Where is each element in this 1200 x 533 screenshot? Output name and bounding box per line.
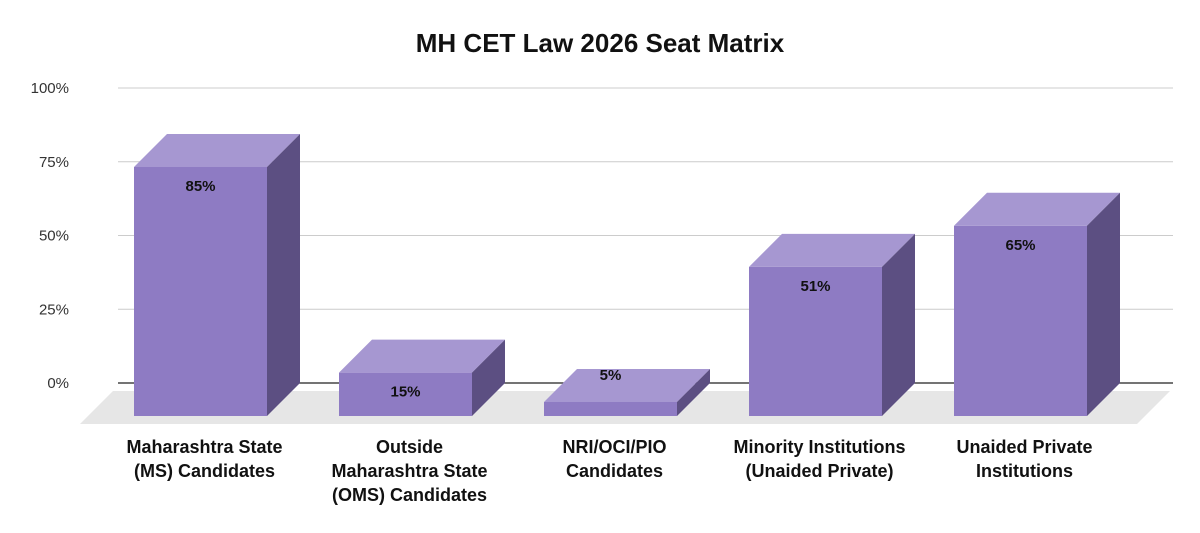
bar-front [749, 266, 882, 416]
x-category-label-line: (MS) Candidates [134, 461, 275, 481]
x-category-label-line: Candidates [566, 461, 663, 481]
bar-front [954, 225, 1087, 416]
y-tick-label: 75% [39, 154, 69, 171]
x-category-label-line: Unaided Private [956, 437, 1092, 457]
bar-top [339, 339, 505, 373]
x-category-label: Maharashtra State (MS) Candidates [126, 437, 282, 481]
bar-front [544, 402, 677, 416]
bar [954, 192, 1120, 416]
data-label: 85% [185, 178, 215, 195]
x-category-label: Minority Institutions (Unaided Private) [734, 437, 906, 481]
chart-title: MH CET Law 2026 Seat Matrix [415, 28, 785, 58]
x-category-label-line: Maharashtra State [331, 461, 487, 481]
bar-front [339, 372, 472, 416]
bar [749, 233, 915, 416]
bar [134, 134, 300, 416]
y-tick-label: 25% [39, 301, 69, 318]
x-category-label-line: Maharashtra State [126, 437, 282, 457]
x-category-label-line: NRI/OCI/PIO [562, 437, 666, 457]
y-tick-label: 100% [31, 80, 69, 97]
x-category-label: Unaided Private Institutions [956, 437, 1092, 481]
y-tick-label: 50% [39, 228, 69, 245]
x-category-label-line: Institutions [976, 461, 1073, 481]
bar-top [134, 134, 300, 167]
x-category-label: Outside Maharashtra State (OMS) Candidates [331, 437, 487, 505]
bar-side [882, 233, 915, 416]
bar-top [749, 233, 915, 267]
bar-top [954, 192, 1120, 226]
bar-side [1087, 192, 1120, 416]
data-label: 15% [390, 384, 420, 401]
x-category-label: NRI/OCI/PIO Candidates [562, 437, 666, 481]
data-label: 65% [1005, 237, 1035, 254]
x-category-label-line: (OMS) Candidates [332, 485, 487, 505]
bar-front [134, 167, 267, 416]
data-label: 51% [800, 278, 830, 295]
y-tick-label: 0% [47, 375, 69, 392]
x-category-label-line: (Unaided Private) [745, 461, 893, 481]
data-label: 5% [600, 367, 622, 384]
bar [339, 339, 505, 416]
bar-side [267, 134, 300, 416]
bar-top [544, 369, 710, 402]
x-category-label-line: Minority Institutions [734, 437, 906, 457]
bar [544, 369, 710, 416]
bar-side [677, 369, 710, 416]
bar-side [472, 339, 505, 416]
x-category-label-line: Outside [376, 437, 443, 457]
